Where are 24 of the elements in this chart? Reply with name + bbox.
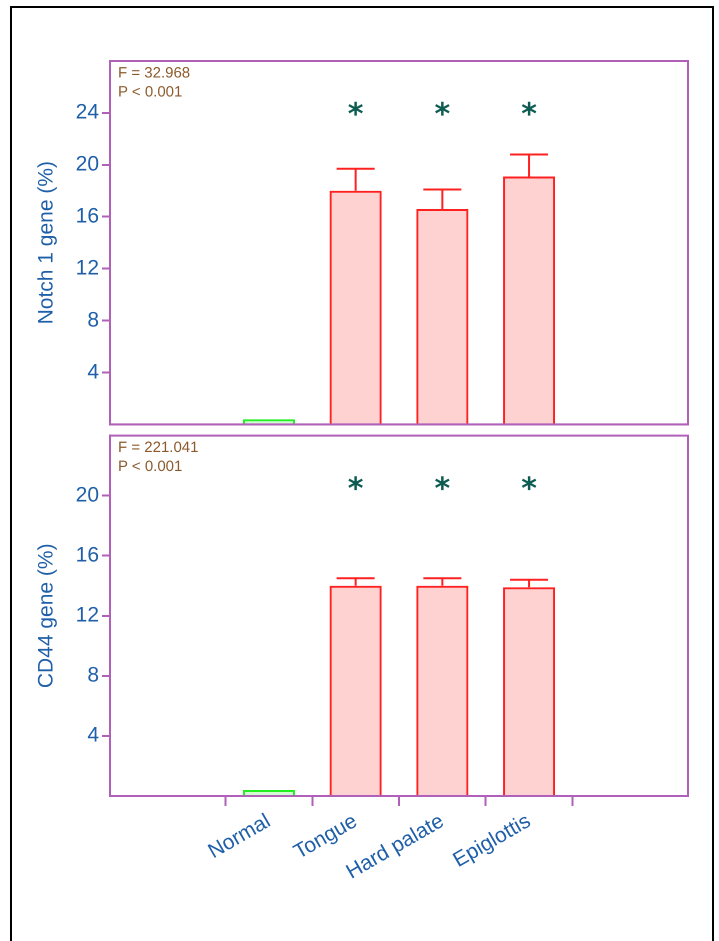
text: P < 0.001 <box>118 458 182 476</box>
annotation: F = 221.041 <box>118 439 198 456</box>
y-tick-label: 4 <box>87 360 100 384</box>
annotation: * <box>434 96 450 132</box>
y-tick-label: 16 <box>76 204 99 228</box>
annotation: * <box>521 471 538 506</box>
text: P < 0.001 <box>118 84 182 101</box>
y-tick-label: 24 <box>76 100 100 124</box>
annotation: * <box>348 471 364 506</box>
annotation: * <box>434 471 450 506</box>
y-axis-title: Notch 1 gene (%) <box>34 160 58 324</box>
y-tick-label: 20 <box>76 152 99 176</box>
bar <box>242 790 295 796</box>
y-tick-label: 12 <box>76 604 99 627</box>
y-tick-label: 4 <box>87 724 100 747</box>
annotation: * <box>348 96 364 132</box>
annotation: * <box>521 96 538 132</box>
y-tick-label: 8 <box>87 308 99 332</box>
text: F = 32.968 <box>118 64 190 82</box>
y-tick-label: 20 <box>76 483 99 506</box>
y-tick-label: 8 <box>87 664 99 687</box>
y-tick-label: 12 <box>76 256 99 280</box>
y-axis-title: CD44 gene (%) <box>34 543 58 688</box>
y-tick-label: 16 <box>76 544 99 567</box>
